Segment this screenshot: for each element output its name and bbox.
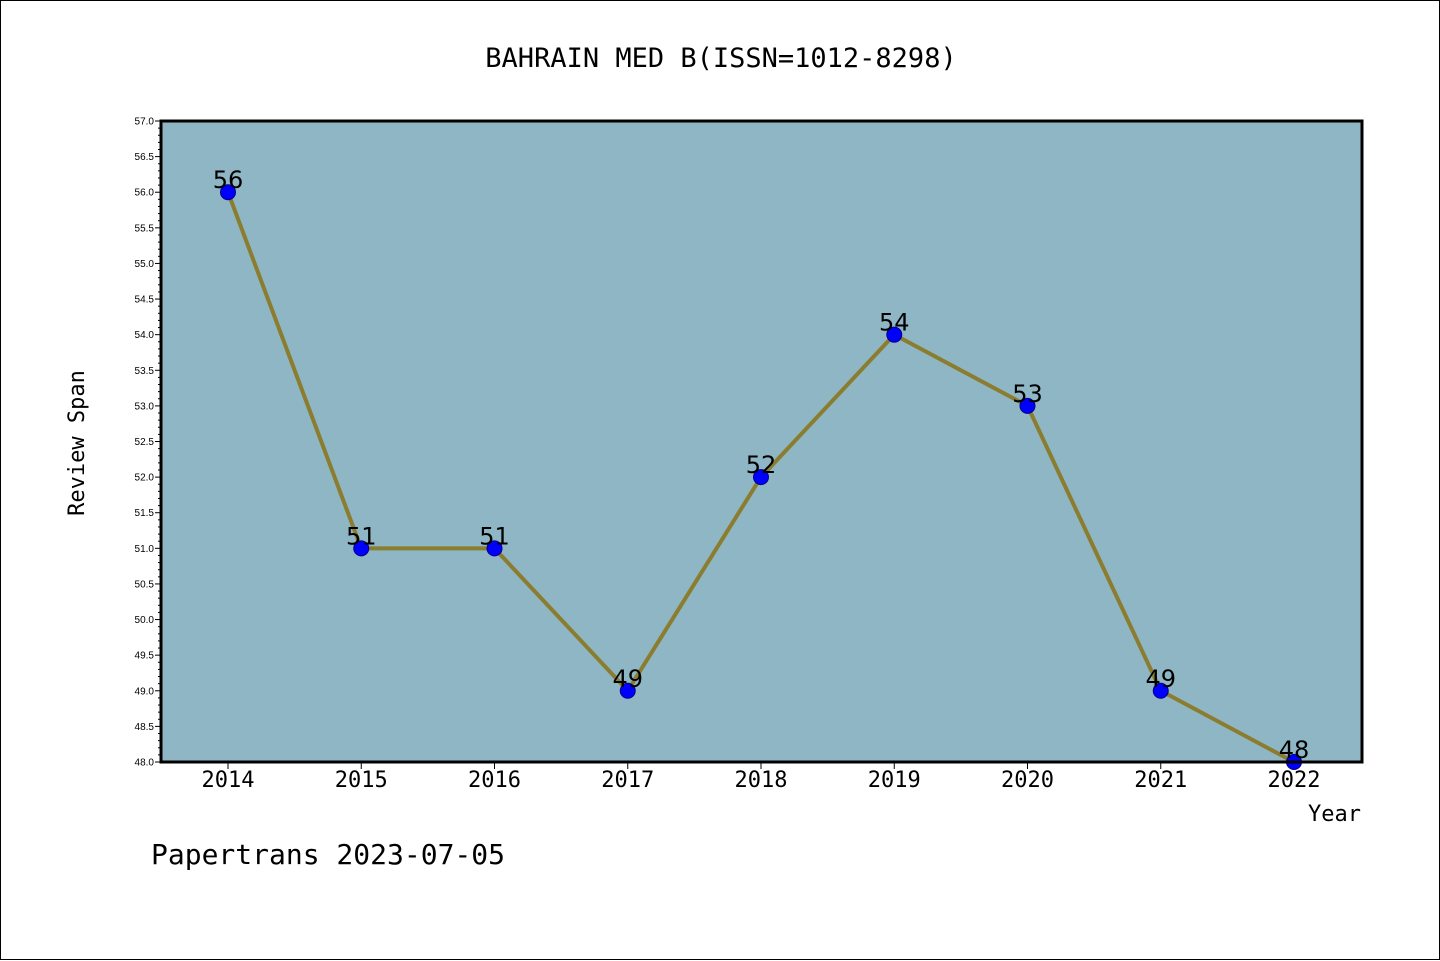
y-tick-label: 49.0 xyxy=(135,686,155,697)
data-label: 49 xyxy=(612,665,643,693)
y-tick-label: 49.5 xyxy=(135,651,155,662)
data-point xyxy=(486,540,503,557)
plot-border xyxy=(159,119,1364,764)
data-label: 48 xyxy=(1279,736,1310,764)
y-tick-label: 53.5 xyxy=(135,366,155,377)
data-point xyxy=(1019,397,1036,414)
y-tick-label: 53.0 xyxy=(135,401,155,412)
footer-credit: Papertrans 2023-07-05 xyxy=(151,838,505,871)
y-tick-label: 56.0 xyxy=(135,188,155,199)
x-axis: 2014 2015 2016 2017 2018 2019 2020 2021 2022 xyxy=(202,762,1321,793)
data-label: 49 xyxy=(1145,665,1176,693)
y-tick-label: 51.5 xyxy=(135,508,155,519)
data-label: 51 xyxy=(479,522,510,550)
x-tick-label: 2022 xyxy=(1268,768,1321,793)
chart-title: BAHRAIN MED B(ISSN=1012-8298) xyxy=(485,43,956,74)
series-review-span xyxy=(220,184,1302,770)
y-tick-label: 55.0 xyxy=(135,259,155,270)
data-label: 56 xyxy=(213,166,244,194)
y-tick-label: 52.5 xyxy=(135,437,155,448)
x-tick-label: 2021 xyxy=(1134,768,1187,793)
y-tick-label: 55.5 xyxy=(135,223,155,234)
data-point xyxy=(753,469,769,486)
x-tick-label: 2016 xyxy=(468,768,521,793)
y-axis: 48.0 48.5 49.0 49.5 50.0 50.5 51.0 51.5 52.0 52.5… xyxy=(135,117,161,769)
x-axis-label: Year xyxy=(1308,802,1361,827)
data-point xyxy=(220,184,236,201)
data-point xyxy=(1152,682,1169,699)
y-tick-label: 48.0 xyxy=(135,758,155,769)
y-tick-label: 50.5 xyxy=(135,579,155,590)
data-point xyxy=(886,326,903,343)
data-label: 52 xyxy=(746,451,777,479)
x-tick-label: 2014 xyxy=(202,768,255,793)
data-label: 51 xyxy=(346,522,377,550)
y-tick-label: 50.0 xyxy=(135,615,155,626)
y-tick-label: 56.5 xyxy=(135,152,155,163)
x-tick-label: 2019 xyxy=(868,768,921,793)
y-tick-label: 57.0 xyxy=(135,117,155,128)
y-axis-label: Review Span xyxy=(65,370,90,516)
data-label: 54 xyxy=(879,309,910,337)
data-point xyxy=(619,682,636,699)
y-tick-label: 51.0 xyxy=(135,544,155,555)
x-tick-label: 2018 xyxy=(735,768,788,793)
x-tick-label: 2015 xyxy=(335,768,388,793)
y-tick-label: 54.0 xyxy=(135,330,155,341)
data-labels: 56 51 51 49 52 54 53 49 48 xyxy=(213,166,1310,764)
data-point xyxy=(353,540,370,557)
plot-area xyxy=(161,121,1362,762)
data-label: 53 xyxy=(1012,380,1043,408)
y-tick-label: 54.5 xyxy=(135,295,155,306)
y-tick-label: 52.0 xyxy=(135,473,155,484)
x-tick-label: 2017 xyxy=(601,768,654,793)
x-tick-label: 2020 xyxy=(1001,768,1054,793)
y-tick-label: 48.5 xyxy=(135,722,155,733)
